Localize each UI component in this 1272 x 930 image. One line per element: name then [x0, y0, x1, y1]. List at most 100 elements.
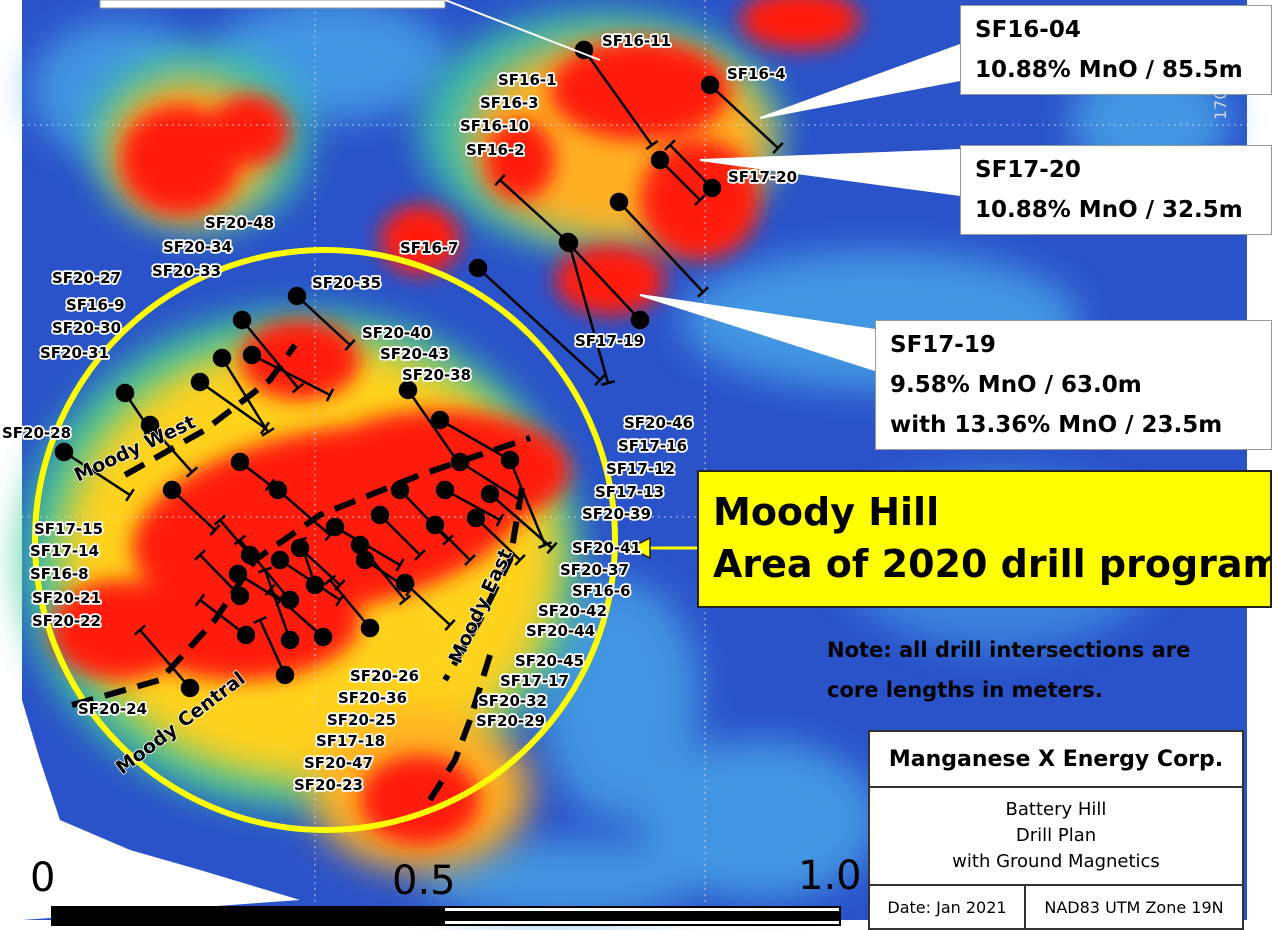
drill-trace — [241, 319, 299, 389]
drill-collar[interactable] — [360, 618, 380, 638]
drill-hole-label: SF16-9 — [66, 296, 125, 314]
desc-line-2: Drill Plan — [1015, 825, 1097, 846]
drill-hole-label: SF16-4 — [727, 65, 786, 83]
drill-hole-label: SF17-19 — [575, 332, 644, 350]
drill-collar[interactable] — [115, 383, 135, 403]
drill-collar[interactable] — [280, 630, 300, 650]
drill-collar[interactable] — [468, 258, 488, 278]
drill-collar[interactable] — [280, 590, 300, 610]
drill-trace-end — [185, 466, 199, 478]
drill-collar[interactable] — [350, 535, 370, 555]
drill-collar[interactable] — [228, 564, 248, 584]
drill-collar[interactable] — [500, 450, 520, 470]
drill-trace — [63, 450, 131, 497]
drill-trace-end — [259, 421, 271, 435]
drill-collar[interactable] — [355, 550, 375, 570]
drill-hole-label: SF20-24 — [78, 700, 147, 718]
drill-trace — [444, 488, 501, 522]
drill-collar[interactable] — [435, 480, 455, 500]
drill-collar[interactable] — [430, 410, 450, 430]
drill-collar[interactable] — [630, 310, 650, 330]
drill-trace-end — [495, 513, 505, 527]
drill-collar[interactable] — [370, 505, 390, 525]
drill-collar[interactable] — [190, 372, 210, 392]
company-name: Manganese X Energy Corp. — [870, 732, 1242, 788]
drill-hole-labels: SF16-11 SF16-1 SF16-3 SF16-10 SF16-2 SF16-4 SF… — [0, 30, 799, 796]
drill-collar[interactable] — [313, 627, 333, 647]
drill-trace-end — [515, 493, 525, 507]
drill-trace — [149, 424, 193, 473]
drill-hole-label: SF20-26 — [350, 667, 419, 685]
drill-trace — [379, 514, 421, 556]
drill-collar[interactable] — [450, 452, 470, 472]
callout-hole-id: SF16-04 — [975, 17, 1081, 43]
drill-collar[interactable] — [395, 573, 415, 593]
drill-trace-end — [645, 139, 659, 151]
drill-trace-end — [444, 619, 456, 631]
drill-trace-end — [546, 541, 558, 555]
drill-hole-label: SF17-16 — [618, 437, 687, 455]
drill-collar[interactable] — [240, 545, 260, 565]
drill-collar[interactable] — [702, 178, 722, 198]
drill-hole-label: SF20-23 — [294, 776, 363, 794]
drill-collar[interactable] — [230, 586, 250, 606]
drill-collar[interactable] — [275, 665, 295, 685]
drill-collar[interactable] — [390, 480, 410, 500]
drill-hole-label: SF17-12 — [606, 460, 675, 478]
drill-trace — [567, 242, 641, 321]
drill-collar[interactable] — [398, 380, 418, 400]
drill-trace — [489, 493, 553, 549]
drill-hole-label: SF16-2 — [466, 141, 525, 159]
note-line-1: Note: all drill intersections are — [827, 638, 1191, 662]
drill-collar[interactable] — [180, 678, 200, 698]
drill-hole-label: SF20-37 — [560, 561, 629, 579]
drill-hole-traces — [54, 40, 784, 698]
drill-hole-label: SF16-10 — [460, 117, 529, 135]
drill-hole-label: SF17-20 — [728, 168, 797, 186]
drill-trace — [279, 558, 341, 602]
drill-trace-end — [562, 237, 574, 249]
drill-hole-label: SF20-38 — [402, 366, 471, 384]
drill-trace-end — [344, 339, 356, 351]
drill-trace — [582, 49, 654, 146]
drill-hole-label: SF20-35 — [312, 274, 381, 292]
drill-trace-end — [325, 388, 335, 402]
map-date: Date: Jan 2021 — [870, 886, 1026, 928]
drill-trace — [251, 353, 331, 397]
drill-trace — [618, 201, 704, 293]
drill-trace — [277, 489, 331, 536]
drill-hole-label: SF16-6 — [572, 582, 631, 600]
drill-program-circle — [32, 247, 618, 833]
drill-trace — [439, 418, 511, 462]
drill-collar[interactable] — [232, 310, 252, 330]
drill-collar[interactable] — [270, 550, 290, 570]
drill-collar[interactable] — [162, 480, 182, 500]
drill-collar[interactable] — [480, 484, 500, 504]
drill-trace-end — [600, 379, 616, 387]
drill-collar[interactable] — [140, 415, 160, 435]
callout-sf16-04: SF16-04 10.88% MnO / 85.5m — [960, 5, 1272, 95]
title-block: Manganese X Energy Corp. Battery Hill Dr… — [868, 730, 1244, 930]
scale-label-0-5: 0.5 — [392, 858, 456, 904]
drill-collar[interactable] — [268, 480, 288, 500]
drill-trace-end — [514, 554, 526, 566]
drill-collar[interactable] — [609, 192, 629, 212]
drill-collar[interactable] — [700, 75, 720, 95]
drill-collar[interactable] — [230, 452, 250, 472]
drill-collar[interactable] — [236, 625, 256, 645]
drill-hole-label: SF20-21 — [32, 589, 101, 607]
drill-collar[interactable] — [212, 348, 232, 368]
drill-collar[interactable] — [466, 508, 486, 528]
drill-collar[interactable] — [325, 517, 345, 537]
drill-trace-end — [194, 549, 206, 561]
intersection-note: Note: all drill intersections are core l… — [827, 630, 1272, 710]
drill-collar[interactable] — [242, 345, 262, 365]
drill-trace-end — [664, 139, 676, 151]
drill-trace-end — [335, 593, 345, 607]
drill-collar[interactable] — [54, 442, 74, 462]
drill-trace-end — [264, 478, 276, 492]
drill-collar[interactable] — [650, 150, 670, 170]
drill-trace — [477, 267, 601, 381]
drill-collar[interactable] — [287, 286, 307, 306]
drill-trace — [567, 242, 610, 384]
